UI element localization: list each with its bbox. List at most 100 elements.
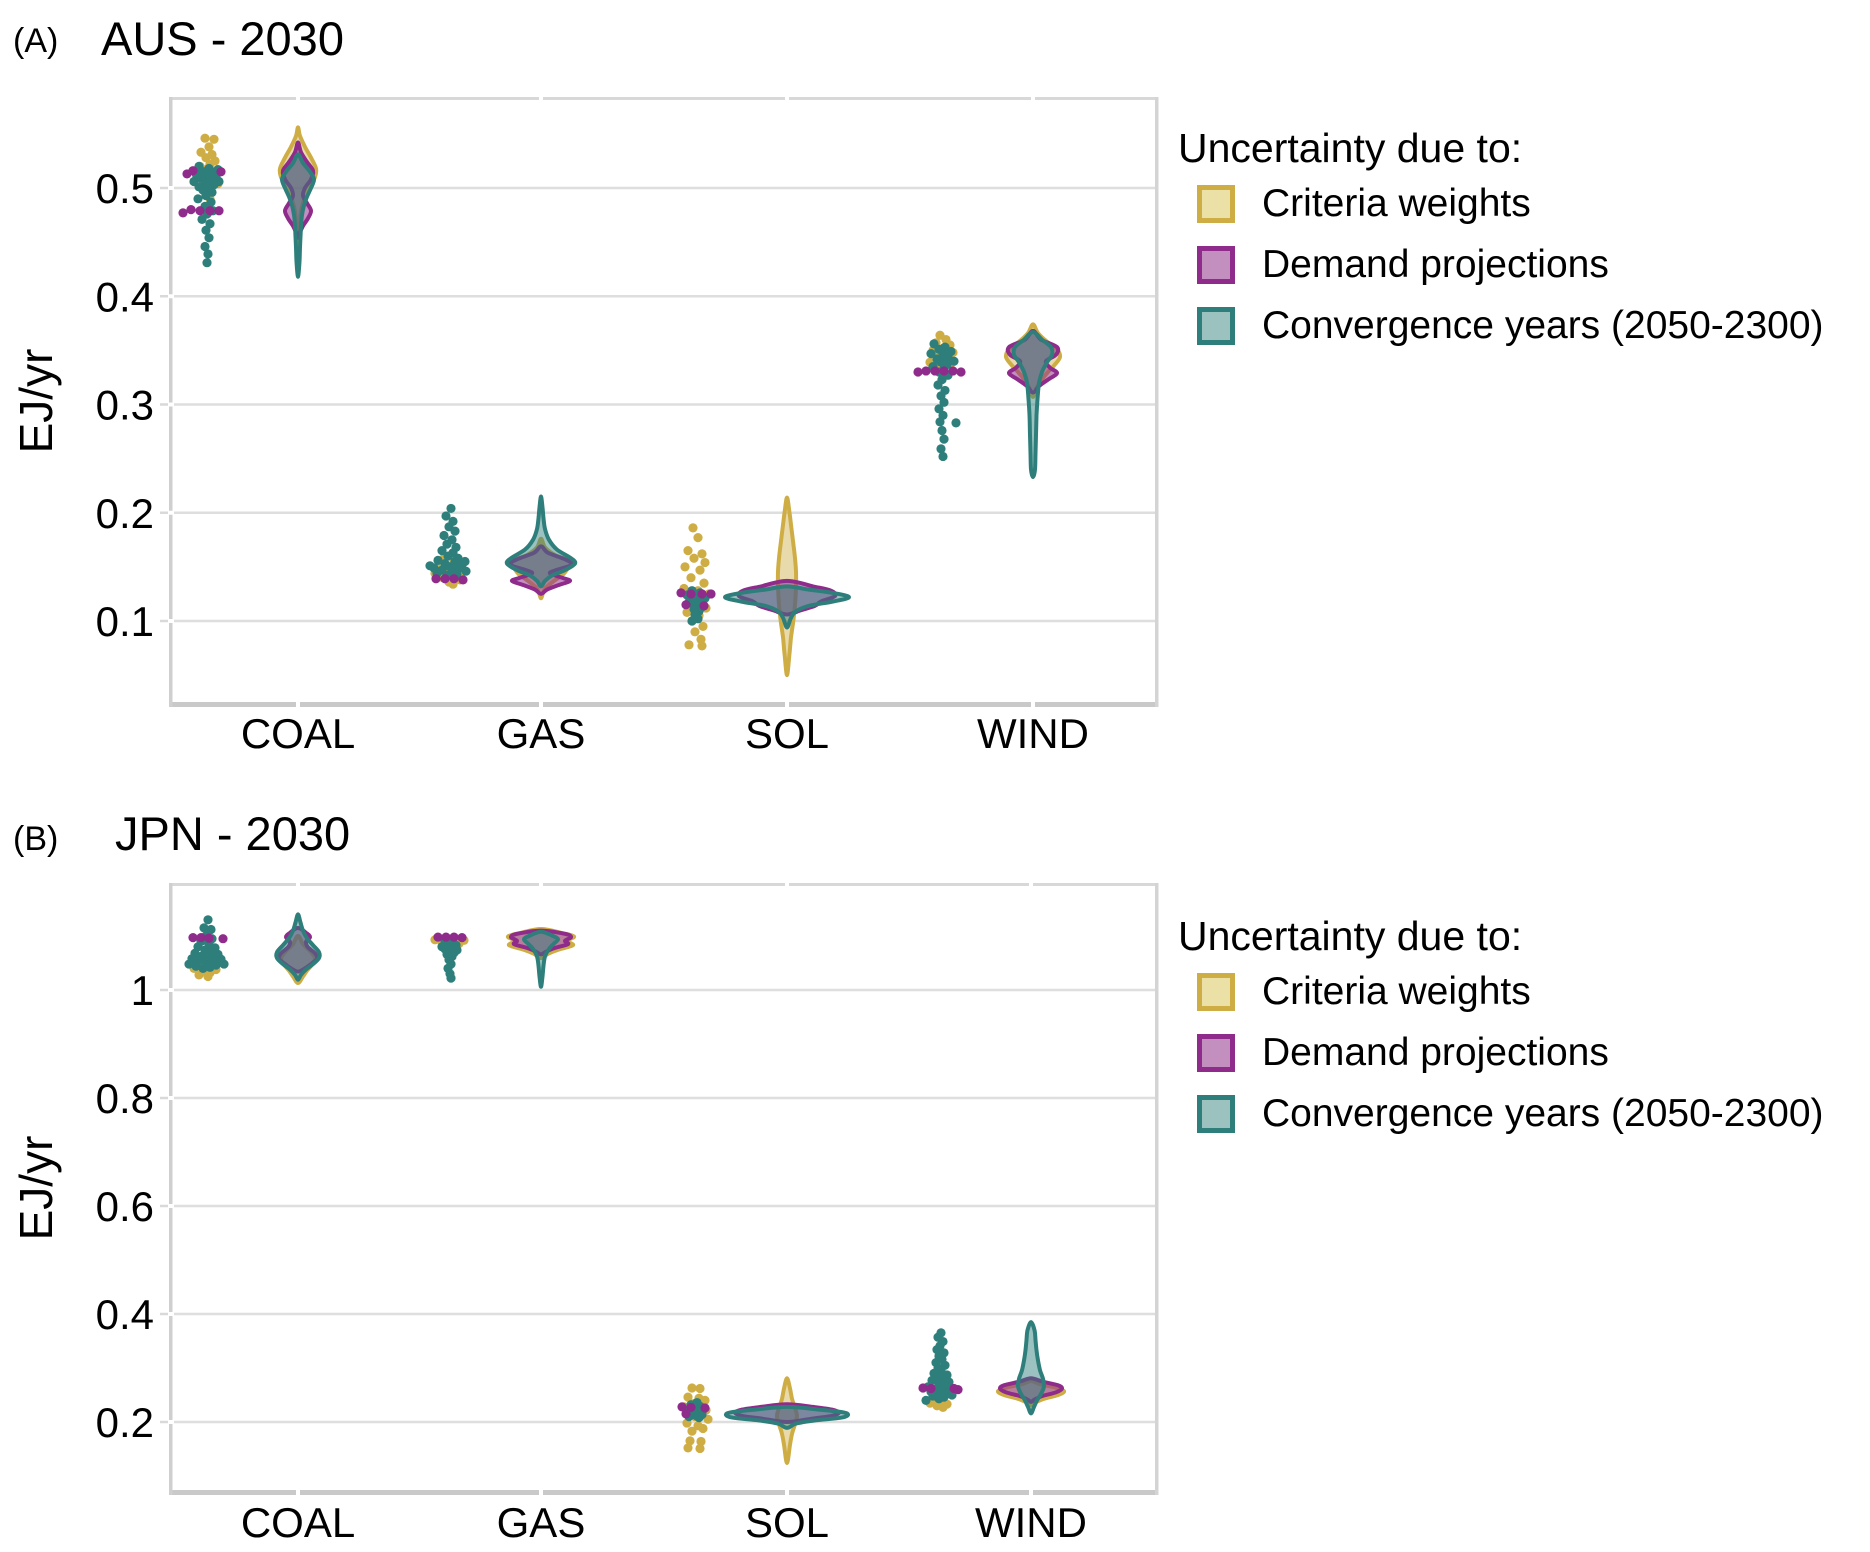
- jitter-point-convergence: [949, 356, 959, 366]
- jitter-point-criteria: [209, 134, 219, 144]
- jitter-point-criteria: [690, 627, 700, 637]
- violin-wind-demand: [997, 1376, 1065, 1404]
- jitter-point-criteria: [687, 1426, 697, 1436]
- jitter-point-convergence: [441, 511, 451, 521]
- violin-sol-convergence: [723, 584, 851, 630]
- y-tick-gap: [168, 1312, 174, 1316]
- x-tick-bottom: [539, 701, 543, 715]
- y-tick-gap: [168, 402, 174, 407]
- jitter-point-demand: [956, 367, 966, 377]
- plot-area: [172, 100, 1155, 702]
- jitter-point-demand: [196, 933, 206, 943]
- y-tick-label: 0.3: [96, 382, 154, 429]
- x-tick-bottom: [296, 1489, 300, 1503]
- x-category-label-coal: COAL: [241, 1499, 355, 1546]
- jitter-point-demand: [449, 932, 459, 942]
- points-sol: [676, 523, 716, 651]
- jitter-point-criteria: [689, 553, 699, 563]
- jitter-point-criteria: [203, 971, 213, 982]
- violin-gas-convergence: [522, 929, 560, 989]
- jitter-point-convergence: [926, 349, 936, 359]
- jitter-point-criteria: [699, 578, 709, 588]
- jitter-point-demand: [939, 366, 949, 376]
- jitter-point-convergence: [219, 959, 229, 969]
- criteria-weights-swatch-icon: [1197, 973, 1235, 1011]
- violins-coal: [277, 125, 319, 279]
- jitter-point-convergence: [939, 434, 949, 444]
- violin-gas-convergence: [504, 494, 578, 589]
- jitter-point-criteria: [697, 641, 707, 651]
- convergence-years-swatch-icon: [1197, 307, 1235, 345]
- jitter-point-convergence: [933, 380, 943, 390]
- x-tick-top: [296, 877, 300, 889]
- jitter-point-demand: [681, 1409, 691, 1419]
- jitter-point-convergence: [203, 915, 213, 925]
- convergence-years-swatch-icon: [1197, 1095, 1235, 1133]
- jitter-point-convergence: [442, 539, 452, 549]
- jitter-point-convergence: [437, 546, 447, 556]
- jitter-point-convergence: [934, 1394, 944, 1404]
- x-category-label-wind: WIND: [977, 710, 1089, 757]
- border-right: [1155, 883, 1159, 1495]
- jitter-point-convergence: [687, 616, 697, 626]
- y-tick-gap: [168, 988, 174, 992]
- violins-gas: [504, 494, 578, 601]
- jitter-point-criteria: [686, 573, 696, 583]
- jitter-point-convergence: [937, 425, 947, 436]
- violin-wind-demand: [1005, 328, 1061, 395]
- jitter-point-demand: [188, 933, 198, 943]
- x-tick-bottom: [1029, 1489, 1033, 1503]
- y-tick-gap: [168, 510, 174, 515]
- legend-panel-a: Uncertainty due to: Criteria weights Dem…: [1178, 124, 1838, 368]
- border-bottom: [169, 1490, 1158, 1495]
- jitter-point-demand: [953, 1385, 963, 1395]
- jitter-point-demand: [440, 574, 450, 584]
- y-tick-label: 1: [131, 967, 154, 1014]
- criteria-weights-swatch-icon: [1197, 185, 1235, 223]
- jitter-point-criteria: [938, 1402, 948, 1413]
- jitter-point-criteria: [200, 133, 210, 143]
- jitter-point-convergence: [206, 924, 216, 935]
- points-sol: [677, 1383, 713, 1454]
- border-right: [1155, 97, 1159, 707]
- x-tick-bottom: [296, 701, 300, 715]
- x-category-label-gas: GAS: [497, 1499, 586, 1546]
- y-tick-label: 0.2: [96, 1399, 154, 1446]
- panel-a-label: (A): [13, 22, 59, 60]
- legend-item-label: Convergence years (2050-2300): [1262, 1092, 1824, 1135]
- jitter-point-convergence: [191, 961, 201, 971]
- jitter-point-criteria: [687, 1383, 697, 1393]
- jitter-point-demand: [700, 1403, 710, 1413]
- x-category-label-sol: SOL: [745, 1499, 829, 1546]
- violin-sol-convergence: [723, 1404, 851, 1430]
- jitter-point-demand: [449, 574, 459, 584]
- panel-a-title: AUS - 2030: [101, 12, 344, 65]
- violins-gas: [505, 927, 577, 989]
- violins-coal: [274, 912, 322, 985]
- jitter-point-demand: [948, 366, 958, 376]
- jitter-point-convergence: [694, 1413, 704, 1423]
- violins-sol: [723, 1376, 851, 1465]
- jitter-point-criteria: [695, 565, 705, 575]
- demand-projections-swatch-icon: [1197, 1034, 1235, 1072]
- y-axis-title: EJ/yr: [10, 349, 62, 454]
- panel-(A): 0.5 0.4 0.3 0.2 0.1 COAL GAS SOL WIND EJ/yr: [10, 91, 1159, 757]
- jitter-point-demand: [699, 601, 709, 611]
- y-tick-label: 0.1: [96, 598, 154, 645]
- y-tick-gap: [168, 1096, 174, 1100]
- x-tick-top: [539, 91, 543, 103]
- violins-wind: [1003, 322, 1063, 479]
- x-tick-top: [785, 91, 789, 103]
- y-tick-gap: [168, 1420, 174, 1424]
- legend-item-label: Criteria weights: [1262, 182, 1531, 225]
- jitter-point-criteria: [696, 1436, 706, 1447]
- legend-item-demand-projections: Demand projections: [1178, 1031, 1838, 1074]
- jitter-point-demand: [686, 1402, 696, 1413]
- jitter-point-convergence: [461, 566, 471, 576]
- jitter-point-convergence: [200, 241, 210, 252]
- y-tick-gap: [168, 1204, 174, 1208]
- jitter-point-demand: [186, 205, 196, 215]
- jitter-point-demand: [676, 588, 686, 598]
